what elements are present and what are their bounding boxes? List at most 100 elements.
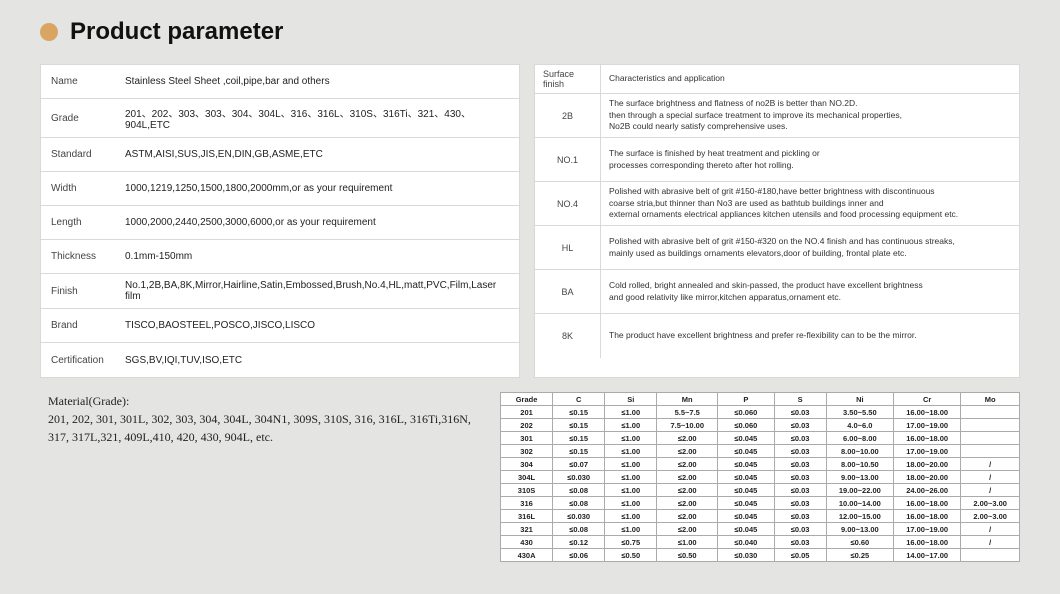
- comp-cell: 17.00~19.00: [894, 419, 961, 432]
- surface-header-value: Characteristics and application: [601, 69, 1019, 88]
- comp-cell: 304L: [501, 471, 553, 484]
- comp-cell: 6.00~8.00: [826, 432, 893, 445]
- comp-col-header: P: [718, 393, 774, 406]
- comp-cell: 301: [501, 432, 553, 445]
- comp-cell: ≤0.030: [553, 471, 605, 484]
- composition-table: GradeCSiMnPSNiCrMo201≤0.15≤1.005.5~7.5≤0…: [500, 392, 1020, 562]
- surface-finish-table: Surface finishCharacteristics and applic…: [534, 64, 1020, 378]
- comp-cell: ≤0.045: [718, 484, 774, 497]
- surface-label: 8K: [535, 314, 601, 358]
- comp-cell: 12.00~15.00: [826, 510, 893, 523]
- comp-row: 430≤0.12≤0.75≤1.00≤0.040≤0.03≤0.6016.00~…: [501, 536, 1020, 549]
- specs-value: TISCO,BAOSTEEL,POSCO,JISCO,LISCO: [123, 314, 519, 337]
- comp-cell: ≤1.00: [605, 432, 657, 445]
- comp-cell: ≤0.060: [718, 419, 774, 432]
- comp-cell: ≤0.030: [718, 549, 774, 562]
- comp-col-header: S: [774, 393, 826, 406]
- specs-row: Length1000,2000,2440,2500,3000,6000,or a…: [41, 206, 519, 240]
- comp-col-header: C: [553, 393, 605, 406]
- comp-row: 302≤0.15≤1.00≤2.00≤0.045≤0.038.00~10.001…: [501, 445, 1020, 458]
- comp-cell: 9.00~13.00: [826, 471, 893, 484]
- specs-table: NameStainless Steel Sheet ,coil,pipe,bar…: [40, 64, 520, 378]
- comp-cell: ≤0.15: [553, 406, 605, 419]
- material-body: 201, 202, 301, 301L, 302, 303, 304, 304L…: [48, 410, 480, 446]
- comp-cell: ≤0.08: [553, 523, 605, 536]
- specs-label: Certification: [41, 349, 123, 372]
- surface-label: NO.1: [535, 138, 601, 181]
- comp-col-header: Si: [605, 393, 657, 406]
- comp-cell: 304: [501, 458, 553, 471]
- specs-row: NameStainless Steel Sheet ,coil,pipe,bar…: [41, 65, 519, 99]
- comp-cell: ≤0.045: [718, 471, 774, 484]
- comp-cell: ≤0.12: [553, 536, 605, 549]
- comp-cell: /: [961, 536, 1020, 549]
- comp-col-header: Cr: [894, 393, 961, 406]
- comp-cell: 24.00~26.00: [894, 484, 961, 497]
- comp-cell: ≤1.00: [605, 419, 657, 432]
- comp-cell: ≤0.045: [718, 497, 774, 510]
- comp-cell: 316: [501, 497, 553, 510]
- surface-label: HL: [535, 226, 601, 269]
- comp-cell: 9.00~13.00: [826, 523, 893, 536]
- comp-cell: ≤0.15: [553, 432, 605, 445]
- surface-value: Polished with abrasive belt of grit #150…: [601, 182, 1019, 224]
- comp-cell: 3.50~5.50: [826, 406, 893, 419]
- comp-cell: ≤0.60: [826, 536, 893, 549]
- comp-cell: 302: [501, 445, 553, 458]
- specs-value: 0.1mm-150mm: [123, 245, 519, 268]
- surface-label: BA: [535, 270, 601, 313]
- comp-cell: ≤0.03: [774, 432, 826, 445]
- bullet-icon: [40, 23, 58, 41]
- comp-cell: ≤0.50: [657, 549, 718, 562]
- comp-cell: 201: [501, 406, 553, 419]
- comp-row: 310S≤0.08≤1.00≤2.00≤0.045≤0.0319.00~22.0…: [501, 484, 1020, 497]
- comp-cell: ≤0.03: [774, 510, 826, 523]
- comp-cell: [961, 549, 1020, 562]
- material-note: Material(Grade): 201, 202, 301, 301L, 30…: [40, 392, 480, 562]
- comp-cell: ≤0.045: [718, 510, 774, 523]
- specs-row: Width1000,1219,1250,1500,1800,2000mm,or …: [41, 172, 519, 206]
- specs-value: Stainless Steel Sheet ,coil,pipe,bar and…: [123, 70, 519, 93]
- material-heading: Material(Grade):: [48, 392, 480, 410]
- comp-cell: 16.00~18.00: [894, 406, 961, 419]
- specs-value: 1000,2000,2440,2500,3000,6000,or as your…: [123, 211, 519, 234]
- specs-label: Length: [41, 211, 123, 234]
- comp-cell: ≤1.00: [605, 523, 657, 536]
- comp-cell: ≤0.045: [718, 445, 774, 458]
- comp-cell: ≤1.00: [605, 497, 657, 510]
- comp-cell: ≤0.03: [774, 497, 826, 510]
- comp-cell: ≤1.00: [605, 406, 657, 419]
- specs-label: Name: [41, 70, 123, 93]
- specs-row: Thickness0.1mm-150mm: [41, 240, 519, 274]
- surface-row: BACold rolled, bright annealed and skin-…: [535, 270, 1019, 314]
- comp-cell: 316L: [501, 510, 553, 523]
- comp-cell: ≤2.00: [657, 510, 718, 523]
- comp-cell: ≤1.00: [605, 484, 657, 497]
- comp-cell: ≤0.03: [774, 445, 826, 458]
- comp-cell: 321: [501, 523, 553, 536]
- specs-label: Width: [41, 177, 123, 200]
- comp-cell: 202: [501, 419, 553, 432]
- comp-cell: 17.00~19.00: [894, 523, 961, 536]
- surface-header-row: Surface finishCharacteristics and applic…: [535, 65, 1019, 94]
- surface-row: NO.1The surface is finished by heat trea…: [535, 138, 1019, 182]
- comp-cell: 4.0~6.0: [826, 419, 893, 432]
- comp-cell: ≤0.15: [553, 445, 605, 458]
- surface-row: NO.4Polished with abrasive belt of grit …: [535, 182, 1019, 226]
- comp-cell: ≤0.08: [553, 484, 605, 497]
- surface-value: The surface brightness and flatness of n…: [601, 94, 1019, 136]
- comp-cell: ≤0.25: [826, 549, 893, 562]
- specs-row: FinishNo.1,2B,BA,8K,Mirror,Hairline,Sati…: [41, 274, 519, 309]
- comp-col-header: Grade: [501, 393, 553, 406]
- comp-cell: /: [961, 471, 1020, 484]
- comp-cell: 16.00~18.00: [894, 497, 961, 510]
- comp-row: 304≤0.07≤1.00≤2.00≤0.045≤0.038.00~10.501…: [501, 458, 1020, 471]
- comp-cell: 310S: [501, 484, 553, 497]
- comp-cell: ≤0.03: [774, 406, 826, 419]
- comp-cell: 430A: [501, 549, 553, 562]
- comp-cell: 5.5~7.5: [657, 406, 718, 419]
- surface-label: NO.4: [535, 182, 601, 225]
- page-title: Product parameter: [70, 18, 283, 46]
- specs-value: No.1,2B,BA,8K,Mirror,Hairline,Satin,Embo…: [123, 274, 519, 308]
- comp-col-header: Ni: [826, 393, 893, 406]
